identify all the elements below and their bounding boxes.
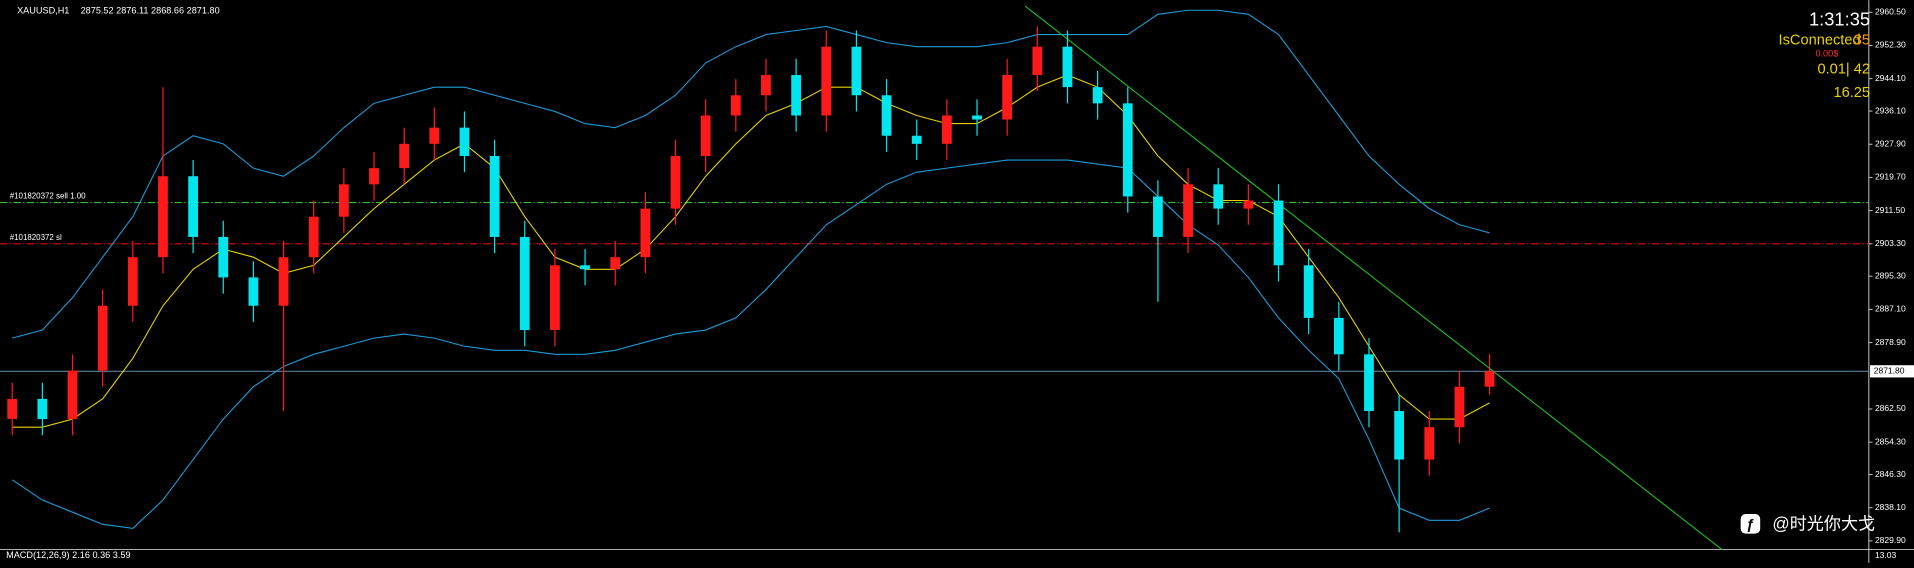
- candle-body: [308, 216, 319, 258]
- order-label: #101820372 sell 1.00: [10, 192, 86, 201]
- candle-body: [188, 176, 198, 237]
- candle-body: [489, 155, 500, 237]
- lots: 0.01| 42: [1817, 62, 1870, 78]
- macd-label: MACD(12,26,9) 2.16 0.36 3.59: [6, 550, 131, 560]
- candle-body: [610, 257, 621, 270]
- spread: 16.25: [1833, 85, 1870, 101]
- y-tick-label: 2862.50: [1875, 403, 1906, 413]
- candle-body: [1303, 265, 1314, 318]
- y-tick-label: 2952.30: [1875, 40, 1906, 50]
- candle-body: [791, 75, 801, 116]
- profit: 0.00$: [1815, 48, 1838, 58]
- candle-body: [278, 257, 289, 306]
- watermark: @时光你大戈: [1772, 515, 1875, 534]
- candle-body: [429, 127, 440, 144]
- candle-body: [338, 184, 349, 217]
- candle-body: [1122, 103, 1133, 197]
- status-overlap: 35: [1854, 32, 1870, 48]
- y-tick-label: 2944.10: [1875, 73, 1906, 83]
- price-tag-label: 2871.80: [1874, 366, 1905, 376]
- candle-body: [972, 115, 982, 120]
- candle-body: [730, 95, 741, 116]
- candle-body: [1032, 46, 1043, 76]
- candle-body: [248, 277, 259, 306]
- candle-body: [1273, 200, 1284, 266]
- candle-body: [1153, 196, 1163, 237]
- y-tick-label: 2854.30: [1875, 436, 1906, 446]
- y-tick-label: 2960.50: [1875, 7, 1906, 17]
- candle-body: [459, 127, 470, 156]
- candle-body: [1394, 410, 1405, 460]
- y-tick-label: 2887.10: [1875, 304, 1906, 314]
- y-tick-label: 2919.70: [1875, 172, 1906, 182]
- candle-body: [158, 176, 168, 258]
- clock: 1:31:35: [1809, 9, 1870, 30]
- status: IsConnected: [1779, 32, 1861, 48]
- candle-body: [700, 115, 711, 156]
- candle-body: [640, 208, 651, 258]
- candle-body: [851, 46, 862, 96]
- candle-body: [97, 305, 108, 371]
- candle-body: [1333, 317, 1344, 355]
- candle-body: [1484, 371, 1495, 387]
- candle-body: [1002, 75, 1013, 120]
- candle-body: [911, 135, 922, 144]
- candle-body: [1092, 87, 1103, 104]
- y-tick-label: 2895.30: [1875, 270, 1906, 280]
- candle-body: [1454, 386, 1465, 428]
- candle-body: [218, 236, 229, 278]
- candle-body: [821, 46, 832, 116]
- candle-body: [7, 398, 18, 420]
- y-tick-label: 2838.10: [1875, 502, 1906, 512]
- y-tick-label: 2936.10: [1875, 105, 1906, 115]
- candle-body: [67, 370, 78, 420]
- candle-body: [1062, 46, 1073, 88]
- trendline: [1024, 5, 1723, 550]
- y-tick-label: 2927.90: [1875, 138, 1906, 148]
- candle-body: [580, 265, 590, 270]
- band-lower: [11, 159, 1490, 529]
- price-tag: [1870, 365, 1914, 378]
- order-label: #101820372 sl: [10, 233, 62, 242]
- candle-body: [399, 143, 410, 169]
- candle-body: [369, 168, 379, 185]
- moving-average: [12, 74, 1490, 428]
- y-tick-label: 2911.50: [1875, 205, 1905, 215]
- candle-body: [1424, 427, 1435, 460]
- candle-body: [881, 95, 892, 136]
- y-tick-label: 2903.30: [1875, 238, 1906, 248]
- candle-body: [519, 236, 530, 331]
- candle-body: [941, 115, 952, 144]
- macd-axis-label: 13.03: [1875, 550, 1897, 560]
- watermark-icon: [1740, 514, 1761, 534]
- band-upper: [12, 9, 1490, 339]
- candle-body: [550, 265, 560, 331]
- candle-body: [37, 398, 48, 420]
- symbol-title: XAUUSD,H1: [17, 6, 69, 16]
- header-quote: 2875.52 2876.11 2868.66 2871.80: [81, 6, 220, 16]
- candle-body: [1183, 184, 1193, 237]
- candle-body: [761, 75, 771, 96]
- candle-body: [1243, 200, 1254, 209]
- y-tick-label: 2878.90: [1875, 337, 1906, 347]
- candle-body: [670, 155, 681, 209]
- candle-body: [1364, 354, 1374, 411]
- y-tick-label: 2846.30: [1875, 469, 1906, 479]
- candle-body: [1213, 184, 1224, 209]
- y-tick-label: 2829.90: [1875, 535, 1906, 545]
- watermark-icon-glyph: ƒ: [1746, 517, 1754, 533]
- candle-body: [127, 257, 138, 306]
